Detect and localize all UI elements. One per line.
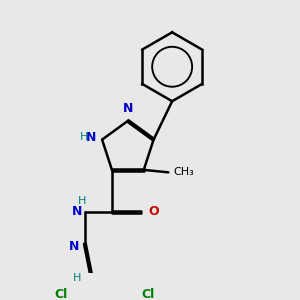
Text: H: H — [80, 132, 88, 142]
Text: Cl: Cl — [54, 288, 67, 300]
Text: CH₃: CH₃ — [173, 167, 194, 177]
Text: N: N — [86, 131, 96, 144]
Text: N: N — [69, 240, 79, 253]
Text: H: H — [78, 196, 87, 206]
Text: N: N — [72, 205, 83, 218]
Text: N: N — [123, 102, 133, 115]
Text: Cl: Cl — [142, 288, 155, 300]
Text: H: H — [73, 273, 81, 283]
Text: O: O — [149, 205, 160, 218]
